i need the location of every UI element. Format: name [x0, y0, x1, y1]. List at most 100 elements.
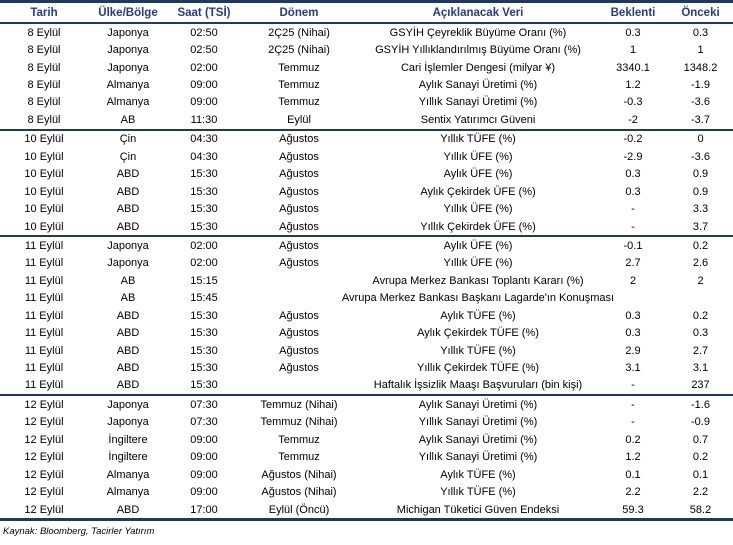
cell-date: 8 Eylül — [27, 96, 61, 109]
cell-period: Ağustos — [279, 220, 319, 233]
cell-metric: Avrupa Merkez Bankası Toplantı Kararı (%… — [372, 274, 584, 287]
cell-expected: - — [631, 398, 635, 411]
table-header: Tarih Ülke/Bölge Saat (TSİ) Dönem Açıklanaca… — [0, 2, 733, 23]
table-row: 12 Eylül ABD 17:00 Eylül (Öncü) Michigan Tük… — [0, 501, 733, 520]
cell-time: 02:00 — [190, 61, 218, 74]
cell-region: ABD — [116, 327, 140, 340]
cell-period: Temmuz — [278, 96, 320, 109]
table-row: 10 Eylül Çin 04:30 Ağustos Yıllık ÜFE (%) -2.… — [0, 148, 733, 165]
cell-period: Ağustos — [279, 362, 319, 375]
cell-expected: -2.9 — [623, 150, 643, 163]
cell-time: 09:00 — [190, 468, 218, 481]
cell-expected: 0.3 — [625, 327, 641, 340]
cell-metric: Yıllık Sanayi Üretimi (%) — [418, 451, 538, 464]
date-group-11-eylül: 11 Eylül Japonya 02:00 Ağustos Aylık ÜFE (%)… — [0, 236, 733, 395]
cell-period: Ağustos (Nihai) — [261, 468, 337, 481]
cell-previous: 3.7 — [692, 220, 709, 233]
cell-period: Ağustos — [279, 203, 319, 216]
cell-metric: Yıllık Sanayi Üretimi (%) — [418, 416, 538, 429]
cell-previous: 2.7 — [692, 344, 709, 357]
cell-region: Almanya — [106, 79, 150, 92]
cell-time: 02:50 — [190, 26, 218, 39]
cell-previous: 0.2 — [692, 309, 709, 322]
cell-expected: 2.9 — [625, 344, 641, 357]
table-row: 12 Eylül Japonya 07:30 Temmuz (Nihai) Aylık … — [0, 395, 733, 413]
cell-date: 8 Eylül — [27, 44, 61, 57]
source-note: Kaynak: Bloomberg, Tacirler Yatırım — [3, 526, 155, 538]
cell-date: 12 Eylül — [24, 398, 64, 411]
cell-previous: 0.7 — [692, 433, 709, 446]
cell-date: 11 Eylül — [24, 309, 64, 322]
cell-period: Temmuz — [278, 61, 320, 74]
table-row: 12 Eylül Almanya 09:00 Ağustos (Nihai) Aylık… — [0, 466, 733, 483]
cell-region: ABD — [116, 362, 140, 375]
cell-period: Eylül (Öncü) — [268, 503, 330, 516]
cell-date: 10 Eylül — [24, 203, 64, 216]
cell-expected: 2 — [629, 274, 637, 287]
cell-time: 15:30 — [190, 327, 218, 340]
cell-previous — [668, 290, 733, 307]
cell-metric: Yıllık ÜFE (%) — [443, 257, 513, 270]
cell-date: 11 Eylül — [24, 344, 64, 357]
cell-time: 02:00 — [190, 257, 218, 270]
cell-region: Japonya — [107, 398, 149, 411]
cell-time: 09:00 — [190, 96, 218, 109]
cell-time: 02:00 — [190, 239, 218, 252]
cell-time: 15:30 — [190, 185, 218, 198]
date-group-10-eylül: 10 Eylül Çin 04:30 Ağustos Yıllık TÜFE (%) -0… — [0, 129, 733, 237]
table-row: 11 Eylül ABD 15:30 Ağustos Aylık TÜFE (%) 0.3… — [0, 307, 733, 324]
cell-metric: Avrupa Merkez Bankası Başkanı Lagarde'ın… — [341, 292, 615, 305]
cell-expected: 59.3 — [622, 503, 644, 516]
cell-expected: -0.3 — [623, 96, 643, 109]
cell-previous: 0.1 — [692, 468, 709, 481]
cell-previous: 1348.2 — [683, 61, 718, 74]
cell-previous: 3.1 — [692, 362, 709, 375]
cell-period: Temmuz — [278, 79, 320, 92]
economic-calendar-table: Tarih Ülke/Bölge Saat (TSİ) Dönem Açıklanaca… — [0, 0, 733, 522]
cell-region: Almanya — [106, 468, 150, 481]
cell-metric: Aylık Sanayi Üretimi (%) — [418, 398, 538, 411]
cell-date: 11 Eylül — [24, 327, 64, 340]
cell-metric: Haftalık İşsizlik Maaşı Başvuruları (bin… — [373, 379, 583, 392]
table-row: 8 Eylül Almanya 09:00 Temmuz Yıllık Sanayi Ü… — [0, 94, 733, 111]
cell-date: 12 Eylül — [24, 433, 64, 446]
cell-time: 07:30 — [190, 416, 218, 429]
cell-period — [240, 290, 358, 307]
cell-period: Ağustos — [279, 327, 319, 340]
cell-metric: Yıllık Çekirdek ÜFE (%) — [420, 220, 536, 233]
cell-date: 8 Eylül — [27, 26, 61, 39]
cell-expected: - — [631, 220, 635, 233]
cell-previous: 2.2 — [692, 486, 709, 499]
cell-date: 10 Eylül — [24, 168, 64, 181]
cell-expected: 0.1 — [625, 468, 641, 481]
cell-time: 09:00 — [190, 451, 218, 464]
cell-period — [240, 377, 358, 395]
cell-date: 10 Eylül — [24, 220, 64, 233]
cell-region: ABD — [116, 344, 140, 357]
cell-region: Çin — [119, 133, 137, 146]
cell-time: 15:30 — [190, 168, 218, 181]
table-row: 11 Eylül AB 15:15 Avrupa Merkez Bankası Top… — [0, 272, 733, 289]
cell-period: Ağustos — [279, 309, 319, 322]
cell-time: 15:30 — [190, 309, 218, 322]
cell-time: 17:00 — [190, 503, 218, 516]
cell-metric: GSYİH Yıllıklandırılmış Büyüme Oranı (%) — [375, 44, 581, 57]
cell-region: ABD — [116, 168, 140, 181]
cell-date: 11 Eylül — [24, 362, 64, 375]
cell-expected: -0.1 — [623, 239, 643, 252]
cell-region: AB — [120, 274, 136, 287]
cell-previous: 0.2 — [692, 239, 709, 252]
cell-expected: 3340.1 — [616, 61, 650, 74]
cell-period: 2Ç25 (Nihai) — [268, 26, 330, 39]
column-header-period: Dönem — [279, 6, 319, 19]
table-row: 11 Eylül ABD 15:30 Ağustos Yıllık Çekirdek T… — [0, 359, 733, 376]
cell-time: 15:30 — [190, 344, 218, 357]
cell-previous: 3.3 — [692, 203, 709, 216]
column-header-metric: Açıklanacak Veri — [432, 6, 524, 19]
cell-region: Japonya — [107, 416, 149, 429]
table-row: 8 Eylül Japonya 02:00 Temmuz Cari İşlemler D… — [0, 59, 733, 76]
cell-previous: 0.9 — [692, 168, 709, 181]
cell-date: 11 Eylül — [24, 379, 64, 392]
cell-expected: 0.3 — [625, 168, 641, 181]
cell-metric: Yıllık TÜFE (%) — [440, 486, 516, 499]
